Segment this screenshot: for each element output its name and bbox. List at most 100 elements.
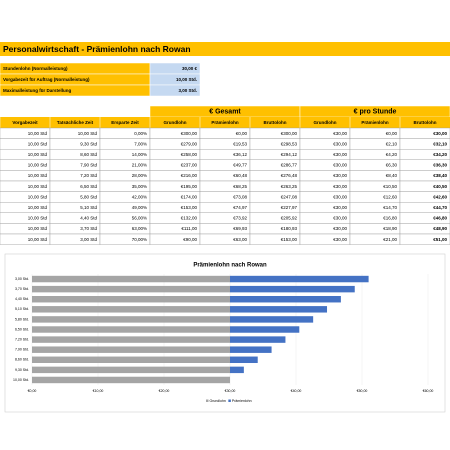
bar xyxy=(230,316,314,323)
column-header: Prämienlohn xyxy=(361,120,389,125)
table-value: €38,40 xyxy=(433,173,447,178)
table-value: €263,25 xyxy=(281,184,298,189)
table-cell xyxy=(399,233,450,245)
table-value: 3,70 Std xyxy=(80,226,97,231)
table-value: 10,00 Std xyxy=(28,205,48,210)
table-value: €247,08 xyxy=(281,194,298,199)
x-tick-label: €50,00 xyxy=(357,389,368,393)
table-value: 8,60 Std xyxy=(80,152,97,157)
table-value: €48,90 xyxy=(433,226,447,231)
y-tick-label: 6,50 Std. xyxy=(15,327,29,331)
table-value: 14,00% xyxy=(132,152,147,157)
param-value-cell xyxy=(149,84,201,97)
y-tick-label: 7,20 Std. xyxy=(15,338,29,342)
param-label: Vorgabezeit für Auftrag (Normalleistung) xyxy=(3,77,90,82)
group-header: € pro Stunde xyxy=(354,109,397,116)
table-value: 10,00 Std xyxy=(28,216,48,221)
table-value: €153,00 xyxy=(181,205,198,210)
column-header: Grundlohn xyxy=(314,120,337,125)
table-value: €36,30 xyxy=(433,163,447,168)
table-value: €74,97 xyxy=(233,205,247,210)
table-value: €18,90 xyxy=(383,226,397,231)
table-value: €300,00 xyxy=(181,131,198,136)
x-tick-label: €60,00 xyxy=(423,389,434,393)
table-value: €195,00 xyxy=(181,184,198,189)
table-value: 10,00 Std xyxy=(28,173,48,178)
param-value: 3,00 Std. xyxy=(178,88,197,93)
y-tick-label: 9,30 Std. xyxy=(15,368,29,372)
table-value: €30,00 xyxy=(333,152,347,157)
table-value: €298,53 xyxy=(281,141,298,146)
table-value: 10,00 Std xyxy=(28,194,48,199)
bar xyxy=(32,295,230,303)
table-value: 49,00% xyxy=(132,205,147,210)
y-tick-label: 8,60 Std. xyxy=(15,358,29,362)
sheet-title: Personalwirtschaft - Prämienlohn nach Ro… xyxy=(3,44,191,54)
bar xyxy=(230,336,286,343)
table-value: 0,00% xyxy=(134,131,147,136)
y-tick-label: 5,10 Std. xyxy=(15,307,29,311)
y-tick-label: 10,00 Std. xyxy=(13,378,29,382)
x-tick-label: €30,00 xyxy=(225,389,236,393)
table-value: 7,90 Std xyxy=(80,163,97,168)
bar xyxy=(32,285,230,293)
bar xyxy=(32,316,230,323)
table-value: 9,30 Std xyxy=(80,141,97,146)
bar xyxy=(230,306,328,313)
x-tick-label: €0,00 xyxy=(28,389,37,393)
table-value: €6,30 xyxy=(386,163,398,168)
table-value: €34,20 xyxy=(433,152,447,157)
table-value: €12,60 xyxy=(383,194,397,199)
column-header: Bruttolohn xyxy=(414,120,437,125)
column-header: Prämienlohn xyxy=(211,120,239,125)
table-value: €40,50 xyxy=(433,184,447,189)
bar xyxy=(230,366,244,374)
table-value: €73,08 xyxy=(233,194,247,199)
table-value: €36,12 xyxy=(233,152,247,157)
column-header: Vorgabezeit xyxy=(12,120,38,125)
table-value: €30,00 xyxy=(333,216,347,221)
bar xyxy=(230,285,355,293)
y-tick-label: 3,70 Std. xyxy=(15,287,29,291)
x-tick-label: €40,00 xyxy=(291,389,302,393)
table-value: 10,00 Std xyxy=(28,237,48,242)
column-header: Ersparte Zeit xyxy=(111,120,139,125)
table-value: €19,53 xyxy=(233,141,247,146)
y-tick-label: 4,40 Std. xyxy=(15,297,29,301)
column-header: Grundlohn xyxy=(164,120,187,125)
table-value: €90,00 xyxy=(183,237,197,242)
table-value: 10,00 Std xyxy=(28,226,48,231)
bar xyxy=(230,346,272,353)
table-value: €30,00 xyxy=(333,194,347,199)
table-value: €111,00 xyxy=(181,226,197,231)
table-value: 4,40 Std xyxy=(80,216,97,221)
table-value: €286,77 xyxy=(281,163,298,168)
chart-title: Prämienlohn nach Rowan xyxy=(193,263,267,269)
param-value: 30,00 € xyxy=(182,66,198,71)
bar xyxy=(230,295,341,303)
table-value: €174,00 xyxy=(181,194,198,199)
table-value: €2,10 xyxy=(386,141,398,146)
table-value: 21,00% xyxy=(132,163,147,168)
table-value: 7,00% xyxy=(134,141,147,146)
table-value: €30,00 xyxy=(333,131,347,136)
legend-label: Prämienlohn xyxy=(232,399,252,403)
table-value: 10,00 Std xyxy=(78,131,98,136)
table-value: €8,40 xyxy=(386,173,398,178)
table-value: 10,00 Std xyxy=(28,184,48,189)
title-bar xyxy=(0,42,450,56)
table-value: €30,00 xyxy=(333,173,347,178)
y-tick-label: 7,90 Std. xyxy=(15,348,29,352)
table-value: €51,00 xyxy=(433,237,447,242)
bar xyxy=(32,376,230,384)
table-value: 70,00% xyxy=(132,237,147,242)
legend-label: Grundlohn xyxy=(210,399,226,403)
table-value: €4,20 xyxy=(386,152,398,157)
table-value: 28,00% xyxy=(132,173,147,178)
table-value: 3,00 Std xyxy=(80,237,97,242)
table-value: 56,00% xyxy=(132,216,147,221)
table-value: 42,00% xyxy=(132,194,147,199)
table-value: €32,10 xyxy=(433,141,447,146)
table-value: 7,20 Std xyxy=(80,173,97,178)
